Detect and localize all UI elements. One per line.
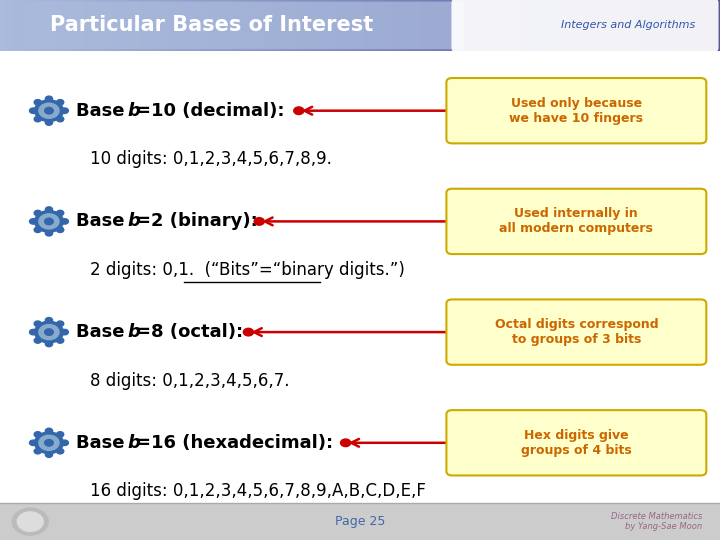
Bar [551,0,555,51]
Circle shape [57,449,64,454]
Bar [50,0,55,51]
Bar [515,0,519,51]
Circle shape [39,214,59,229]
Bar [342,0,346,51]
Bar [302,0,307,51]
Bar [464,0,469,51]
Bar [569,0,573,51]
Bar [500,0,505,51]
Bar [626,0,631,51]
Circle shape [39,435,59,450]
Bar [616,0,620,51]
Bar [490,0,494,51]
Bar [299,0,303,51]
Bar [115,0,120,51]
Bar [238,0,242,51]
Text: b: b [128,212,140,231]
Text: Page 25: Page 25 [335,515,385,528]
Bar [468,0,472,51]
Bar [526,0,530,51]
Bar [169,0,174,51]
Bar [335,0,339,51]
Bar [7,0,12,51]
Circle shape [45,452,53,457]
Text: 10 digits: 0,1,2,3,4,5,6,7,8,9.: 10 digits: 0,1,2,3,4,5,6,7,8,9. [90,150,332,168]
Bar [313,0,318,51]
Text: Used internally in
all modern computers: Used internally in all modern computers [500,207,653,235]
Bar [241,0,246,51]
Circle shape [45,231,53,236]
Circle shape [35,211,63,232]
Bar [641,0,645,51]
Bar [306,0,310,51]
Bar [158,0,163,51]
Text: =16 (hexadecimal):: =16 (hexadecimal): [137,434,333,452]
Bar [263,0,267,51]
Circle shape [254,218,264,225]
Bar [504,0,508,51]
Bar [58,0,62,51]
Circle shape [243,328,253,336]
Text: Base: Base [76,102,130,120]
Bar [367,0,372,51]
Bar [508,0,512,51]
Bar [14,0,19,51]
Text: Base: Base [76,212,130,231]
Bar [256,0,260,51]
Bar [176,0,181,51]
Bar [126,0,130,51]
Circle shape [17,512,43,531]
Bar [119,0,123,51]
Bar [706,0,710,51]
Bar [644,0,649,51]
Bar [522,0,526,51]
Bar [32,0,37,51]
Bar [4,0,8,51]
Bar [356,0,361,51]
Bar [234,0,238,51]
Bar [310,0,314,51]
Circle shape [61,329,68,335]
Bar [637,0,642,51]
Bar [554,0,559,51]
Bar [702,0,706,51]
Bar [558,0,562,51]
Circle shape [34,227,41,233]
Bar [40,0,44,51]
Bar [22,0,26,51]
Bar [673,0,678,51]
Bar [101,0,105,51]
Bar [587,0,591,51]
Text: Base: Base [76,434,130,452]
Bar [533,0,537,51]
FancyBboxPatch shape [446,78,706,143]
Bar [209,0,213,51]
Bar [608,0,613,51]
Bar [475,0,480,51]
Circle shape [57,431,64,437]
Bar [662,0,667,51]
Bar [112,0,116,51]
Bar [432,0,436,51]
Bar [130,0,134,51]
Circle shape [30,329,37,335]
Circle shape [45,120,53,125]
Bar [180,0,184,51]
Circle shape [61,219,68,224]
Bar [713,0,717,51]
Bar [428,0,433,51]
Bar [72,0,76,51]
Bar [25,0,30,51]
Bar [590,0,595,51]
Text: b: b [128,102,140,120]
Bar [709,0,714,51]
Circle shape [61,440,68,445]
Bar [29,0,33,51]
Bar [479,0,483,51]
Bar [198,0,202,51]
Circle shape [34,338,41,343]
Bar [601,0,606,51]
Text: 8 digits: 0,1,2,3,4,5,6,7.: 8 digits: 0,1,2,3,4,5,6,7. [90,372,289,390]
Bar [18,0,22,51]
